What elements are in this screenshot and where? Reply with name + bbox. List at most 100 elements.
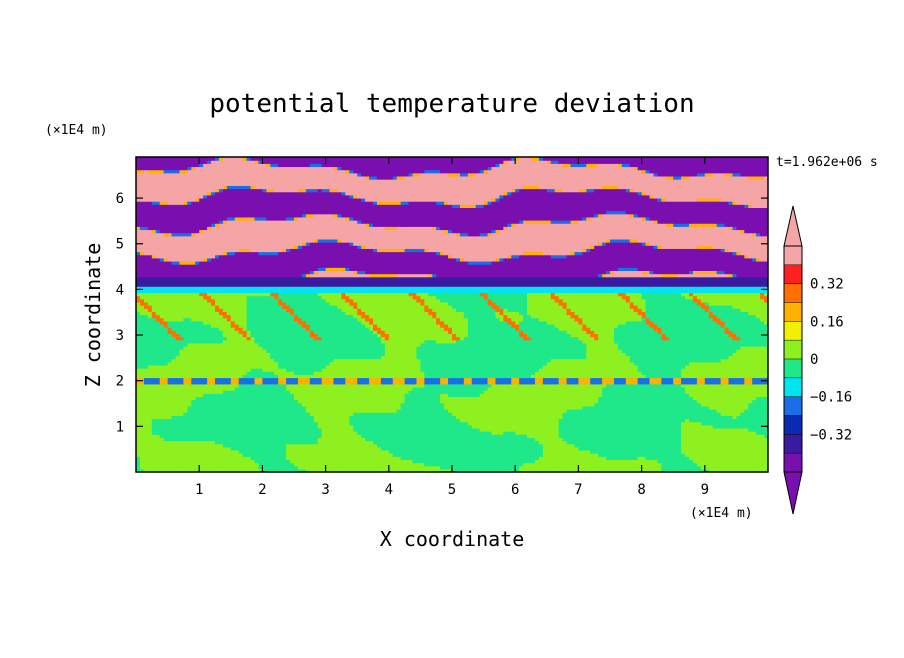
contour-cell — [641, 421, 647, 426]
contour-cell — [270, 402, 275, 407]
contour-cell — [317, 468, 323, 472]
contour-cell — [246, 396, 252, 401]
contour-cell — [428, 434, 433, 438]
contour-cell — [732, 449, 737, 454]
contour-cell — [692, 380, 698, 385]
contour-cell — [266, 449, 271, 454]
contour-cell — [349, 383, 354, 388]
contour-cell — [495, 393, 500, 397]
contour-cell — [139, 456, 145, 460]
contour-cell — [412, 446, 418, 451]
contour-cell — [416, 437, 421, 442]
contour-cell — [195, 383, 200, 388]
contour-cell — [290, 437, 295, 442]
contour-cell — [629, 434, 635, 438]
contour-cell — [613, 443, 619, 448]
contour-cell — [590, 424, 595, 429]
contour-cell — [685, 446, 690, 451]
contour-cell — [301, 456, 307, 460]
contour-cell — [207, 393, 212, 397]
contour-cell — [708, 459, 714, 464]
contour-cell — [278, 449, 283, 454]
contour-cell — [282, 409, 287, 413]
contour-cell — [685, 456, 690, 460]
contour-cell — [353, 399, 358, 404]
contour-cell — [147, 393, 153, 397]
contour-cell — [369, 427, 374, 432]
contour-cell — [262, 386, 267, 391]
contour-cell — [760, 434, 765, 438]
contour-cell — [258, 415, 263, 420]
contour-cell — [234, 468, 240, 472]
contour-cell — [171, 468, 177, 472]
contour-cell — [384, 468, 390, 472]
contour-cell — [748, 393, 753, 397]
contour-cell — [297, 437, 303, 442]
contour-cell — [179, 393, 184, 397]
contour-cell — [392, 399, 398, 404]
contour-cell — [301, 449, 307, 454]
contour-cell — [728, 409, 734, 413]
contour-cell — [297, 418, 303, 423]
contour-cell — [467, 456, 473, 460]
contour-cell — [151, 446, 157, 451]
contour-cell — [610, 386, 615, 391]
contour-cell — [424, 402, 429, 407]
contour-cell — [408, 465, 414, 470]
contour-cell — [266, 427, 271, 432]
contour-cell — [290, 377, 295, 382]
contour-cell — [527, 462, 532, 467]
contour-cell — [503, 415, 508, 420]
contour-cell — [657, 465, 662, 470]
contour-cell — [696, 386, 702, 391]
contour-cell — [254, 399, 260, 404]
contour-cell — [218, 399, 224, 404]
contour-cell — [254, 437, 260, 442]
contour-cell — [621, 396, 627, 401]
contour-cell — [420, 380, 425, 385]
contour-cell — [301, 462, 307, 467]
contour-cell — [234, 462, 240, 467]
contour-cell — [341, 418, 346, 423]
contour-cell — [645, 393, 651, 397]
contour-cell — [179, 386, 184, 391]
contour-cell — [305, 427, 311, 432]
contour-cell — [696, 405, 702, 410]
contour-cell — [301, 446, 307, 451]
contour-cell — [491, 393, 497, 397]
contour-cell — [621, 462, 627, 467]
contour-cell — [681, 440, 686, 445]
contour-cell — [211, 374, 216, 379]
contour-cell — [380, 421, 386, 426]
contour-cell — [317, 462, 323, 467]
contour-cell — [677, 374, 682, 379]
contour-cell — [313, 402, 319, 407]
contour-cell — [689, 415, 694, 420]
contour-cell — [286, 415, 291, 420]
contour-cell — [412, 415, 418, 420]
contour-cell — [471, 374, 477, 379]
contour-cell — [337, 424, 342, 429]
contour-cell — [286, 402, 291, 407]
contour-cell — [329, 383, 335, 388]
contour-cell — [590, 456, 595, 460]
contour-cell — [523, 465, 528, 470]
contour-cell — [274, 377, 279, 382]
contour-cell — [673, 383, 678, 388]
contour-cell — [452, 446, 457, 451]
contour-cell — [463, 393, 469, 397]
contour-cell — [578, 415, 583, 420]
contour-cell — [531, 402, 536, 407]
contour-cell — [598, 418, 603, 423]
contour-cell — [534, 427, 540, 432]
contour-cell — [479, 396, 485, 401]
contour-cell — [416, 424, 421, 429]
contour-cell — [333, 440, 339, 445]
contour-cell — [211, 456, 216, 460]
contour-cell — [562, 409, 568, 413]
contour-cell — [151, 427, 157, 432]
contour-cell — [412, 409, 418, 413]
contour-cell — [274, 415, 279, 420]
contour-cell — [151, 465, 157, 470]
contour-cell — [317, 412, 323, 416]
